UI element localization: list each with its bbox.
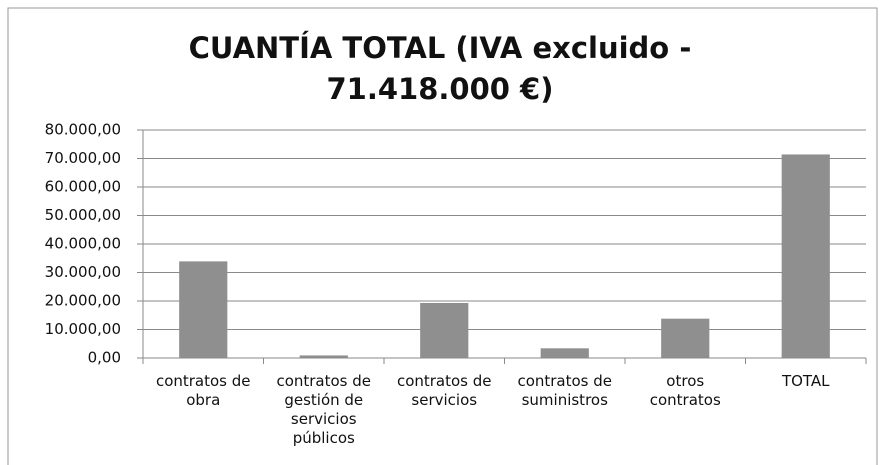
bar <box>299 355 348 358</box>
chart-title: CUANTÍA TOTAL (IVA excluido - 71.418.000… <box>188 31 692 106</box>
x-tick-label: contratos de obra <box>155 372 251 409</box>
y-tick-label: 20.000,00 <box>45 292 121 310</box>
y-tick-label: 70.000,00 <box>45 149 121 167</box>
y-tick-label: 0,00 <box>88 349 121 367</box>
x-tick-label: TOTAL <box>781 372 830 390</box>
x-tick-label: otros contratos <box>649 372 721 409</box>
y-tick-label: 10.000,00 <box>45 320 121 338</box>
chart-frame <box>7 7 878 465</box>
bar <box>661 318 710 358</box>
x-tick-label: contratos de suministros <box>517 372 613 409</box>
x-tick-label: contratos de servicios <box>396 372 492 409</box>
y-tick-label: 60.000,00 <box>45 178 121 196</box>
bar <box>781 154 830 358</box>
y-tick-label: 50.000,00 <box>45 206 121 224</box>
y-tick-label: 30.000,00 <box>45 263 121 281</box>
bar <box>179 261 228 358</box>
bar <box>540 348 589 358</box>
bar <box>420 302 469 358</box>
y-tick-label: 40.000,00 <box>45 235 121 253</box>
y-tick-label: 80.000,00 <box>45 121 121 139</box>
x-tick-label: contratos de gestión de servicios públic… <box>276 372 372 447</box>
